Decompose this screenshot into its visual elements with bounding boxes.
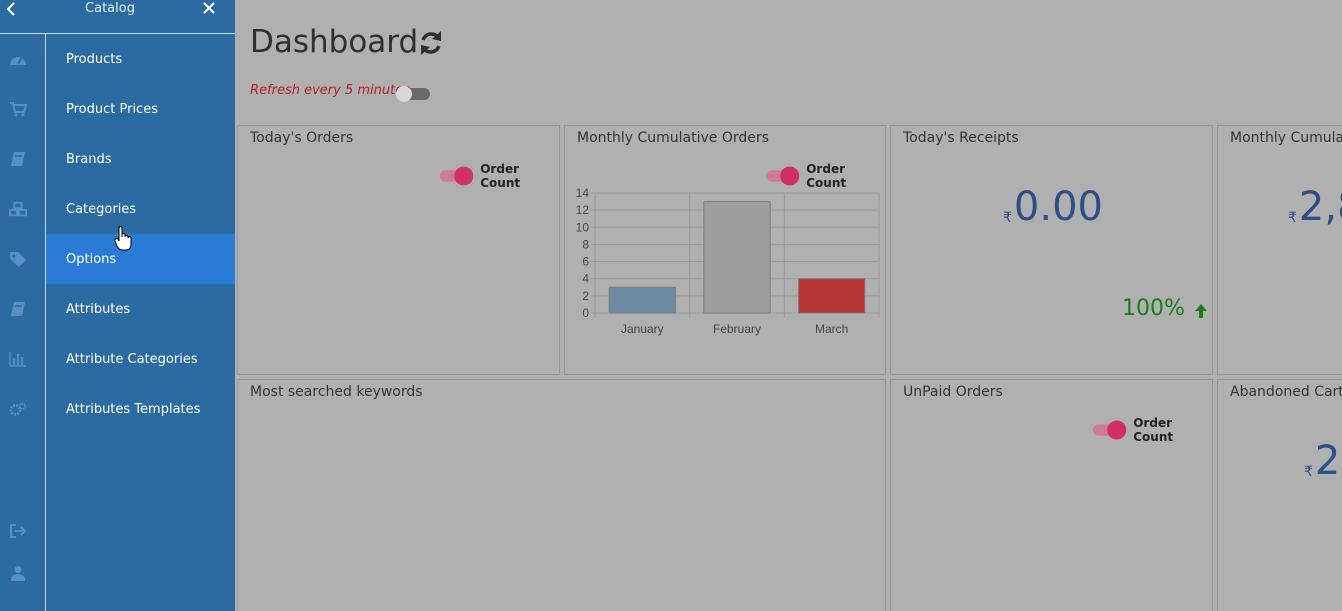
searched-keywords-panel: Most searched keywords: [237, 379, 886, 611]
y-tick-label: 6: [582, 255, 589, 269]
close-icon[interactable]: [202, 1, 216, 15]
bar: [608, 286, 676, 314]
menu-item-product-prices[interactable]: Product Prices: [46, 84, 235, 134]
abandoned-cart-panel: Abandoned Cart V ₹2: [1217, 379, 1342, 611]
monthly-orders-chart: 0 2 4 6 8 10 12 14 January February March: [576, 186, 880, 336]
menu-item-label: Attributes Templates: [66, 401, 201, 417]
menu-item-attributes[interactable]: Attributes: [46, 284, 235, 334]
y-tick-label: 14: [576, 186, 590, 200]
abandoned-cart-amount: ₹2: [1304, 438, 1340, 484]
menu-item-categories[interactable]: Categories: [46, 184, 235, 234]
receipts-amount: ₹0.00: [1003, 184, 1103, 230]
menu-item-label: Brands: [66, 151, 112, 167]
order-count-toggle-wrap: Order Count: [440, 162, 559, 190]
y-tick-label: 12: [576, 203, 590, 217]
bar: [703, 201, 771, 314]
book-icon[interactable]: [9, 150, 27, 168]
currency-symbol: ₹: [1288, 210, 1297, 226]
panel-title: Abandoned Cart V: [1230, 384, 1342, 400]
menu-item-options[interactable]: Options: [46, 234, 235, 284]
menu-item-attributes-templates[interactable]: Attributes Templates: [46, 384, 235, 434]
page-title: Dashboard: [250, 24, 419, 60]
y-tick-label: 8: [582, 237, 589, 251]
y-tick-label: 4: [582, 272, 589, 286]
catalog-menu: Products Product Prices Brands Categorie…: [46, 34, 235, 611]
toggle-label: Order Count: [806, 162, 847, 190]
panel-title: Most searched keywords: [250, 384, 423, 400]
unpaid-orders-panel: UnPaid Orders Order Count: [890, 379, 1213, 611]
currency-symbol: ₹: [1003, 210, 1012, 226]
cart-icon[interactable]: [9, 100, 27, 118]
cubes-icon[interactable]: [9, 200, 27, 218]
order-count-toggle-wrap: Order Count: [1093, 416, 1212, 444]
amount-value: 0.00: [1013, 184, 1103, 230]
book-icon[interactable]: [9, 300, 27, 318]
bar-chart-icon[interactable]: [9, 350, 27, 368]
monthly-orders-panel: Monthly Cumulative Orders Order Count 0 2…: [564, 125, 886, 375]
currency-symbol: ₹: [1304, 464, 1313, 480]
monthly-receipts-panel: Monthly Cumulat ₹2,8: [1217, 125, 1342, 375]
panel-title: UnPaid Orders: [903, 384, 1003, 400]
panel-title: Today's Receipts: [903, 130, 1019, 146]
refresh-icon[interactable]: [417, 28, 445, 58]
toggle-label: Order Count: [480, 162, 521, 190]
percent-change: 100%: [1122, 296, 1185, 321]
sidebar-title: Catalog: [85, 1, 135, 16]
menu-item-attribute-categories[interactable]: Attribute Categories: [46, 334, 235, 384]
menu-item-label: Product Prices: [66, 101, 158, 117]
refresh-toggle[interactable]: [395, 86, 431, 102]
refresh-interval-label: Refresh every 5 minutes: [250, 83, 410, 98]
menu-item-products[interactable]: Products: [46, 34, 235, 84]
user-icon[interactable]: [9, 564, 27, 582]
panel-title: Monthly Cumulat: [1230, 130, 1342, 146]
x-tick-label: March: [815, 322, 848, 336]
monthly-receipts-amount: ₹2,8: [1288, 184, 1342, 230]
menu-item-label: Products: [66, 51, 123, 67]
amount-value: 2: [1314, 438, 1341, 484]
y-tick-label: 2: [582, 289, 589, 303]
chevron-left-icon[interactable]: [4, 1, 18, 17]
sign-out-icon[interactable]: [9, 522, 27, 540]
menu-item-label: Attributes: [66, 301, 131, 317]
cogs-icon[interactable]: [9, 400, 27, 418]
x-tick-label: January: [621, 322, 664, 336]
order-count-toggle[interactable]: [440, 166, 474, 186]
dashboard-icon[interactable]: [9, 50, 27, 68]
panel-title: Monthly Cumulative Orders: [577, 130, 769, 146]
y-tick-label: 0: [582, 306, 589, 320]
sidebar-header: Catalog: [0, 0, 235, 34]
menu-item-label: Options: [66, 251, 117, 267]
menu-item-label: Attribute Categories: [66, 351, 198, 367]
todays-receipts-panel: Today's Receipts ₹0.00 100%: [890, 125, 1213, 375]
arrow-up-icon: [1195, 304, 1207, 318]
tags-icon[interactable]: [9, 250, 27, 268]
toggle-label: Order Count: [1133, 416, 1174, 444]
todays-orders-panel: Today's Orders Order Count: [237, 125, 560, 375]
order-count-toggle[interactable]: [1093, 420, 1127, 440]
menu-item-label: Categories: [66, 201, 137, 217]
x-tick-label: February: [713, 322, 761, 336]
panel-title: Today's Orders: [250, 130, 354, 146]
bar: [798, 278, 866, 314]
order-count-toggle[interactable]: [766, 166, 800, 186]
menu-item-brands[interactable]: Brands: [46, 134, 235, 184]
order-count-toggle-wrap: Order Count: [766, 162, 885, 190]
amount-value: 2,8: [1298, 184, 1342, 230]
hand-cursor-icon: [114, 226, 132, 251]
y-tick-label: 10: [576, 220, 590, 234]
icon-rail: [0, 34, 46, 611]
